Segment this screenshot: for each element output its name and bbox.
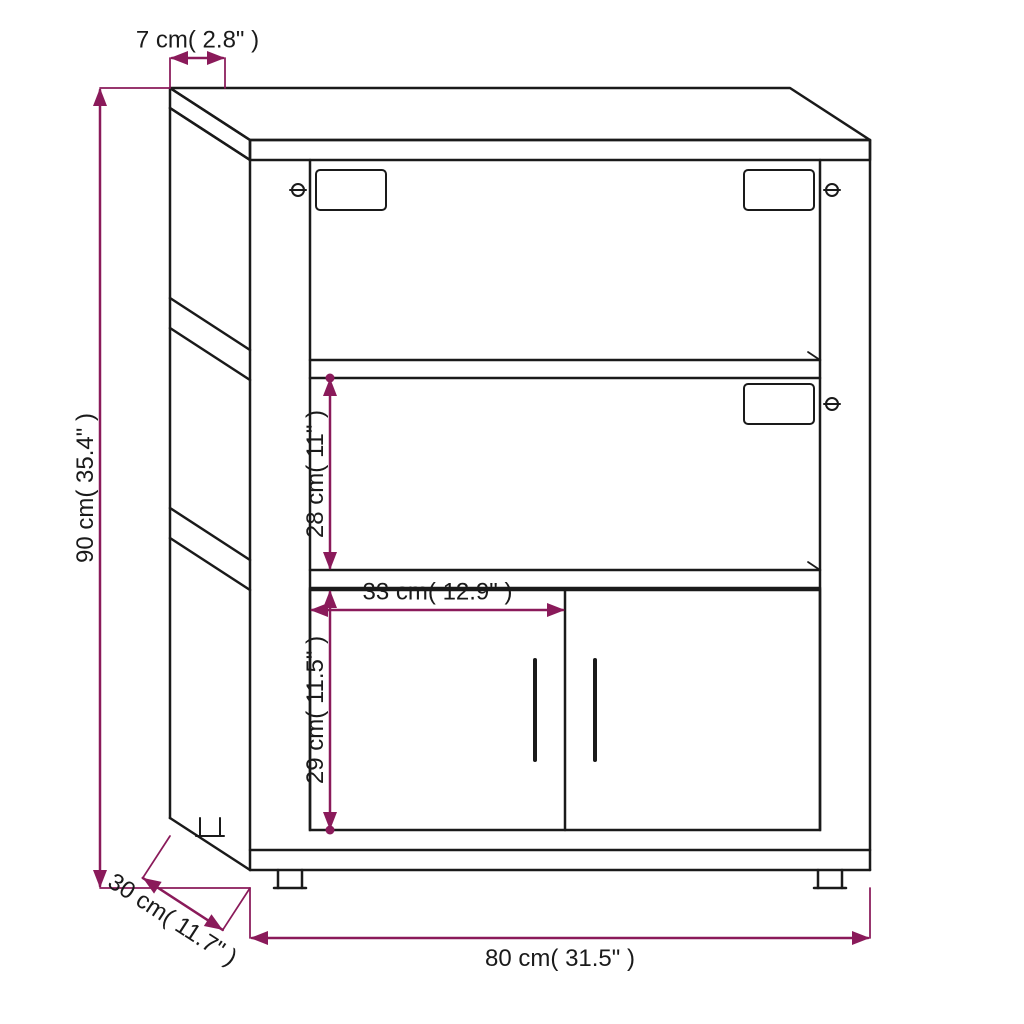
svg-text:80 cm( 31.5" ): 80 cm( 31.5" ) — [485, 945, 635, 972]
svg-text:90 cm( 35.4" ): 90 cm( 35.4" ) — [72, 413, 99, 563]
svg-text:28 cm( 11" ): 28 cm( 11" ) — [302, 410, 329, 538]
svg-text:30 cm( 11.7" ): 30 cm( 11.7" ) — [103, 868, 242, 971]
svg-text:7 cm( 2.8" ): 7 cm( 2.8" ) — [136, 27, 259, 54]
furniture-dimension-diagram: 7 cm( 2.8" ) 90 cm( 35.4" ) 30 cm( 11.7" )… — [0, 0, 1024, 1024]
svg-text:33 cm( 12.9" ): 33 cm( 12.9" ) — [363, 579, 513, 606]
svg-text:29 cm( 11.5" ): 29 cm( 11.5" ) — [302, 636, 329, 784]
